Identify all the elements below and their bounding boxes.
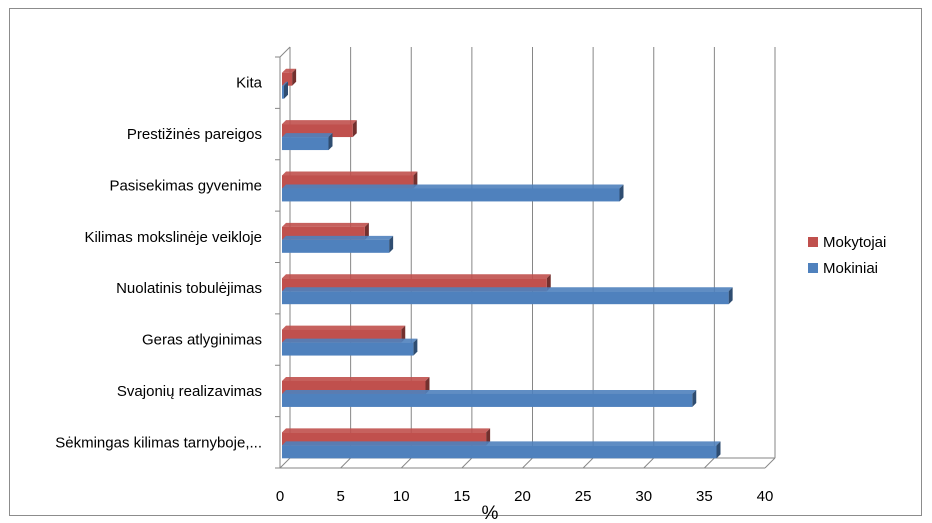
x-tick-labels: 0 5 10 15 20 25 30 35 40	[276, 488, 774, 505]
x-axis-title: %	[482, 503, 499, 523]
bar-side-mokytojai	[486, 428, 491, 446]
bar-top-mokiniai	[282, 133, 333, 138]
category-label: Prestižinės pareigos	[127, 126, 262, 143]
category-label: Pasisekimas gyvenime	[109, 177, 262, 194]
wall-top-edge	[279, 46, 291, 58]
bar-top-mokiniai	[282, 184, 624, 189]
x-tick-label: 40	[757, 488, 774, 505]
bar-top-mokiniai	[282, 81, 288, 86]
bar-top-mokytojai	[282, 222, 369, 227]
bar-side-mokiniai	[389, 235, 394, 253]
legend-label-mokiniai: Mokiniai	[823, 260, 878, 277]
floor-gridline-35	[704, 457, 715, 469]
bar-mokiniai	[282, 137, 329, 151]
legend: Mokytojai Mokiniai	[808, 234, 886, 277]
bar-top-mokytojai	[282, 68, 297, 73]
bar-side-mokiniai	[284, 81, 288, 99]
bar-side-mokiniai	[328, 133, 333, 151]
floor-gridline-15	[461, 457, 473, 469]
bar-mokiniai	[282, 393, 693, 407]
category-label: Nuolatinis tobulėjimas	[116, 280, 262, 297]
bar-top-mokytojai	[282, 428, 491, 433]
bar-top-mokiniai	[282, 287, 733, 292]
category-label: Kita	[236, 75, 263, 92]
legend-label-mokytojai: Mokytojai	[823, 234, 886, 251]
x-tick-label: 15	[454, 488, 471, 505]
bar-top-mokiniai	[282, 338, 418, 343]
bar-top-mokiniai	[282, 441, 721, 446]
bar-side-mokiniai	[716, 441, 721, 459]
bar-top-mokytojai	[282, 325, 406, 330]
bar-side-mokytojai	[401, 325, 406, 343]
bar-top-mokiniai	[282, 389, 697, 394]
bar-top-mokytojai	[282, 120, 357, 125]
floor-gridline-25	[582, 457, 594, 469]
category-labels: Kita Prestižinės pareigos Pasisekimas gyve…	[55, 75, 262, 452]
bar-mokiniai	[282, 445, 717, 459]
bar-side-mokytojai	[352, 120, 357, 138]
bar-side-mokiniai	[692, 389, 697, 407]
x-tick-label: 0	[276, 488, 284, 505]
x-tick-label: 5	[336, 488, 344, 505]
bar-side-mokiniai	[728, 287, 733, 305]
floor-gridline-30	[643, 457, 655, 469]
bar-side-mokiniai	[619, 184, 624, 202]
bar-side-mokytojai	[425, 376, 430, 394]
bar-mokiniai	[282, 291, 729, 305]
bar-side-mokytojai	[364, 222, 369, 240]
bar-side-mokytojai	[413, 171, 418, 189]
bar-mokiniai	[282, 342, 414, 356]
category-label: Geras atlyginimas	[142, 332, 262, 349]
category-label: Sėkmingas kilimas tarnyboje,...	[55, 434, 262, 451]
bar-top-mokytojai	[282, 171, 418, 176]
bar-mokiniai	[282, 239, 390, 253]
x-tick-label: 10	[393, 488, 410, 505]
bar-mokiniai	[282, 188, 620, 202]
bar-top-mokiniai	[282, 235, 394, 240]
bar-mokytojai	[282, 72, 293, 86]
x-tick-label: 20	[514, 488, 531, 505]
bar-top-mokytojai	[282, 274, 551, 279]
x-tick-label: 30	[635, 488, 652, 505]
legend-swatch-mokiniai	[808, 263, 818, 273]
bar-side-mokytojai	[292, 68, 297, 86]
floor-gridline-0	[279, 457, 291, 469]
bar-side-mokytojai	[546, 274, 551, 292]
legend-swatch-mokytojai	[808, 237, 818, 247]
floor-gridline-40	[764, 457, 776, 469]
floor-gridline-10	[400, 457, 412, 469]
floor-gridline-20	[522, 457, 533, 469]
bar-side-mokiniai	[413, 338, 418, 356]
bar-top-mokytojai	[282, 376, 430, 381]
x-tick-label: 35	[696, 488, 713, 505]
floor-gridline-5	[340, 457, 351, 469]
x-tick-label: 25	[575, 488, 592, 505]
category-label: Svajonių realizavimas	[117, 383, 262, 400]
bar-mokiniai	[282, 85, 284, 99]
bars	[282, 68, 733, 459]
category-label: Kilimas mokslinėje veikloje	[84, 229, 262, 246]
